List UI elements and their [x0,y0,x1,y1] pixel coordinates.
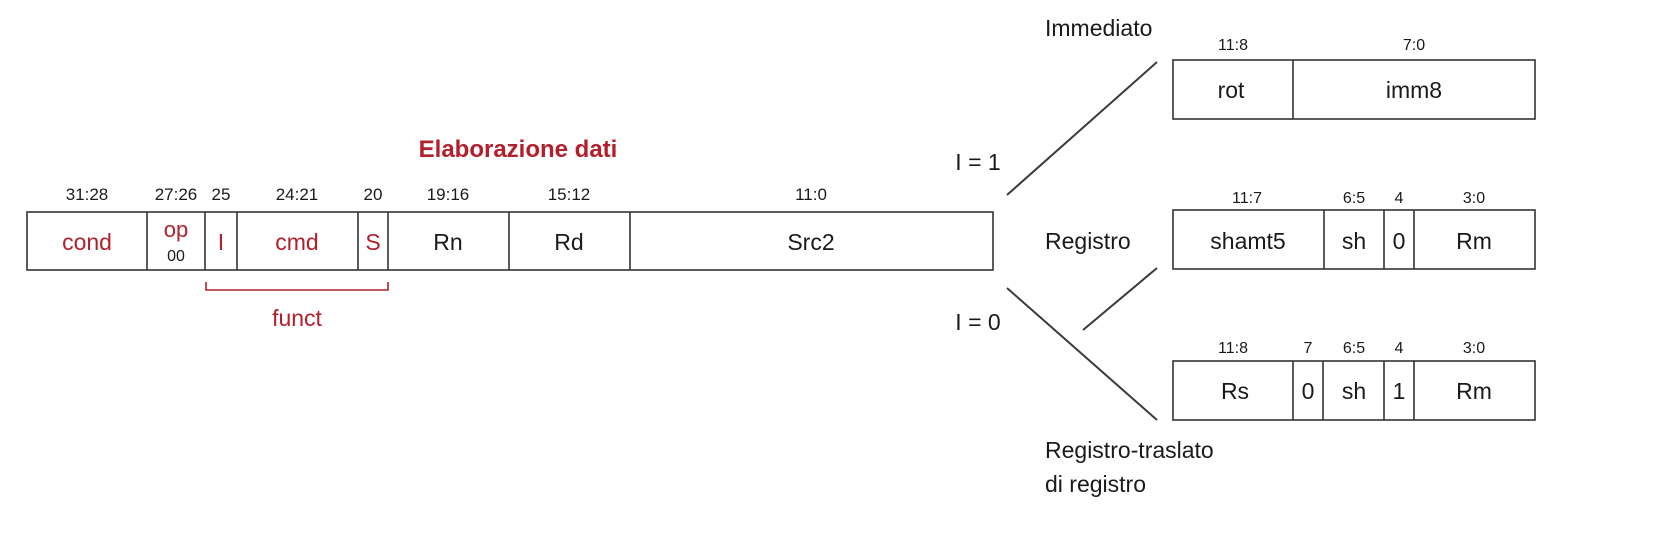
register-bits-sh: 6:5 [1343,190,1365,207]
register-shifted-register-format: Registro-traslato di registro 11:8 7 6:5… [1045,340,1536,497]
field-bits-rn: 19:16 [427,185,470,204]
immediate-field-rot: rot [1218,77,1245,103]
field-rd: Rd [554,229,583,255]
register-shifted-bits-one: 4 [1395,340,1404,357]
register-shifted-bits-zero: 7 [1304,340,1313,357]
connector-register [1082,267,1158,331]
field-rn: Rn [433,229,462,255]
format-name-immediate: Immediato [1045,15,1152,41]
register-format-box [1172,209,1536,270]
register-bits-zero: 4 [1395,190,1404,207]
field-cmd: cmd [275,229,318,255]
format-name-register-shifted-line2: di registro [1045,471,1146,497]
register-shifted-bits-rm: 3:0 [1463,340,1485,357]
i-equals-1-label: I = 1 [955,149,1000,175]
diagram-title: Elaborazione dati [419,136,618,163]
register-shifted-format-box [1172,360,1536,421]
format-name-register: Registro [1045,228,1131,254]
register-shifted-field-zero: 0 [1302,378,1315,404]
connector-register-shift [1006,287,1158,421]
immediate-bits-rot: 11:8 [1218,37,1248,54]
immediate-bits-imm8: 7:0 [1403,37,1425,54]
immediate-format-box [1172,59,1536,120]
immediate-field-imm8: imm8 [1386,77,1442,103]
field-src2: Src2 [787,229,834,255]
i-equals-0-label: I = 0 [955,309,1000,335]
register-field-rm: Rm [1456,228,1492,254]
register-field-zero: 0 [1393,228,1406,254]
field-op: op [164,217,188,242]
register-shifted-bits-rs: 11:8 [1218,340,1248,357]
register-bits-shamt5: 11:7 [1232,190,1262,207]
register-shifted-field-rm: Rm [1456,378,1492,404]
register-bits-rm: 3:0 [1463,190,1485,207]
field-s: S [365,229,380,255]
connector-immediate [1006,61,1158,196]
format-name-register-shifted-line1: Registro-traslato [1045,437,1214,463]
register-format: Registro 11:7 6:5 4 3:0 shamt5 sh 0 Rm [1045,190,1536,270]
register-field-shamt5: shamt5 [1210,228,1285,254]
field-bits-rd: 15:12 [548,185,591,204]
funct-bracket [205,282,389,291]
field-bits-cmd: 24:21 [276,185,319,204]
register-field-sh: sh [1342,228,1366,254]
field-bits-src2: 11:0 [795,185,827,204]
field-bits-cond: 31:28 [66,185,109,204]
register-shifted-field-sh: sh [1342,378,1366,404]
register-shifted-bits-sh: 6:5 [1343,340,1365,357]
field-cond: cond [62,229,112,255]
register-shifted-field-one: 1 [1393,378,1406,404]
register-shifted-field-rs: Rs [1221,378,1249,404]
field-op-value: 00 [167,248,185,265]
immediate-format: Immediato 11:8 7:0 rot imm8 [1045,15,1536,120]
field-bits-i: 25 [212,185,231,204]
funct-label: funct [272,305,322,331]
main-format-box [26,211,994,271]
field-bits-op: 27:26 [155,185,198,204]
field-bits-s: 20 [364,185,383,204]
field-i: I [218,229,224,255]
main-instruction-format: 31:28 27:26 25 24:21 20 19:16 15:12 11:0… [26,185,994,331]
